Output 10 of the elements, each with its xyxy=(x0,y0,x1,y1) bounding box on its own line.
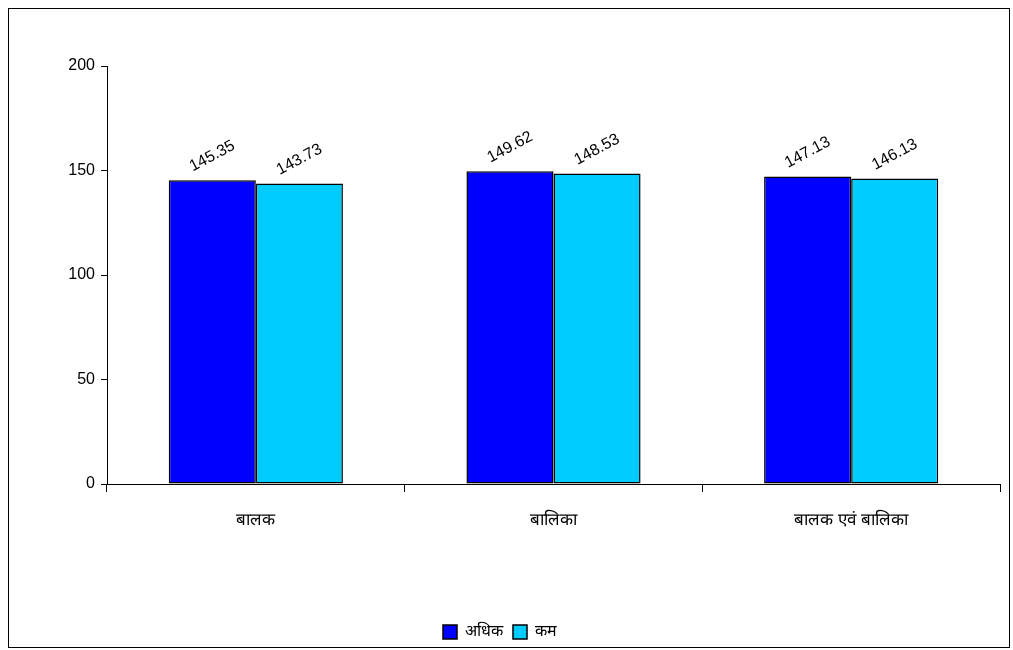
y-tick-label: 50 xyxy=(77,369,96,387)
legend-label: अधिक xyxy=(465,621,504,640)
y-tick-label: 100 xyxy=(68,265,96,283)
y-tick-label: 150 xyxy=(68,160,96,178)
x-tick-label: बालक xyxy=(236,509,277,529)
y-tick-label: 200 xyxy=(68,56,96,74)
legend-label: कम xyxy=(535,622,557,640)
x-tick-label: बालिका xyxy=(530,508,578,529)
x-tick-label: बालक एवं बालिका xyxy=(794,508,909,529)
y-tick-label: 0 xyxy=(86,474,96,492)
